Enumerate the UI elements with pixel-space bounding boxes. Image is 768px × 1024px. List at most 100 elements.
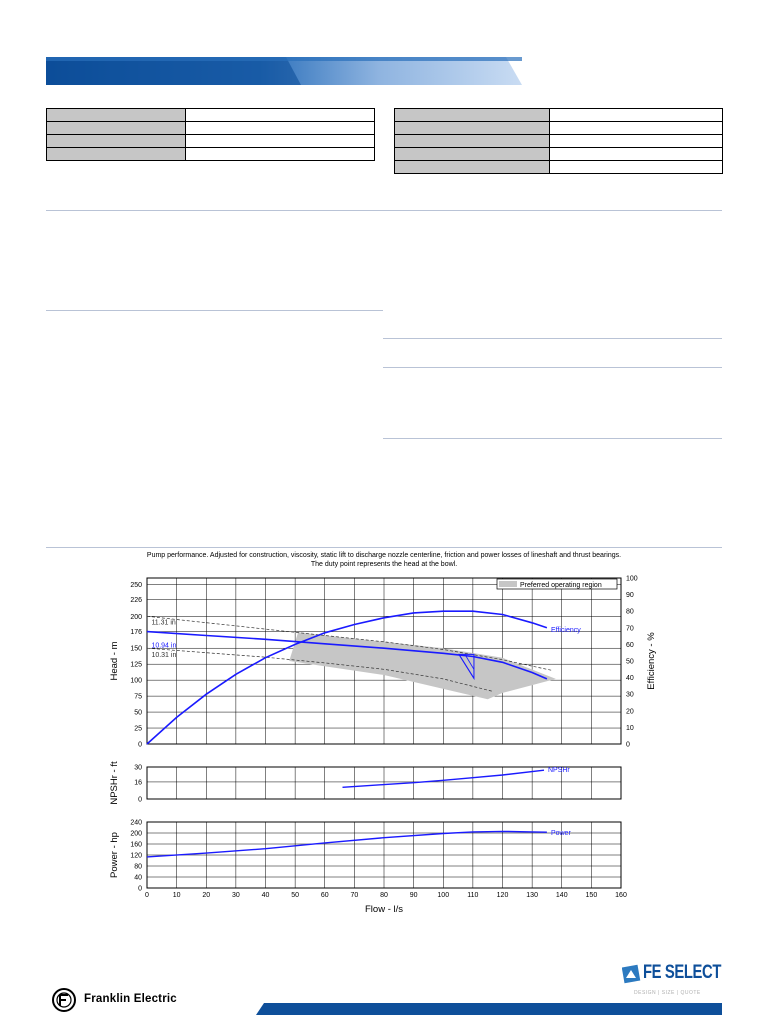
y-tick-label: 0 <box>138 886 142 893</box>
y-tick-label: 80 <box>134 864 142 871</box>
impeller-label: 11.31 in <box>151 619 175 626</box>
npshr-curve-label: NPSHr <box>548 767 570 774</box>
y-tick-label: 0 <box>138 742 142 749</box>
divider <box>46 310 383 311</box>
x-tick-label: 50 <box>291 892 299 899</box>
y2-tick-label: 0 <box>626 742 630 749</box>
table-row <box>394 121 723 135</box>
legend-label: Preferred operating region <box>520 582 602 589</box>
divider <box>383 338 722 339</box>
head-curve <box>146 630 548 680</box>
x-tick-label: 90 <box>410 892 418 899</box>
product-name: FE SELECT <box>643 962 722 983</box>
preferred-operating-region <box>289 632 556 700</box>
table-row <box>46 147 375 161</box>
x-tick-label: 30 <box>232 892 240 899</box>
y-tick-label: 0 <box>138 797 142 804</box>
y-tick-label: 200 <box>130 831 142 838</box>
table-row <box>394 160 723 174</box>
plot-frame <box>146 766 622 800</box>
power-curve-label: Power <box>551 830 572 837</box>
y-tick-label: 50 <box>134 710 142 717</box>
y2-tick-label: 30 <box>626 692 634 699</box>
right-spec-table <box>394 108 723 174</box>
x-tick-label: 120 <box>497 892 509 899</box>
efficiency-curve-label: Efficiency <box>551 627 581 634</box>
y2-tick-label: 40 <box>626 675 634 682</box>
x-tick-label: 100 <box>437 892 449 899</box>
table-row <box>46 134 375 148</box>
y-axis-label: NPSHr - ft <box>109 761 120 805</box>
table-row <box>394 147 723 161</box>
legend-swatch <box>499 581 517 587</box>
x-tick-label: 160 <box>615 892 627 899</box>
y-tick-label: 100 <box>130 678 142 685</box>
table-row <box>46 108 375 122</box>
x-tick-label: 110 <box>467 892 478 899</box>
y-tick-label: 150 <box>130 646 142 653</box>
table-row <box>394 108 723 122</box>
x-tick-label: 130 <box>526 892 538 899</box>
duty-point-marker <box>458 654 475 679</box>
chart-subtitle: The duty point represents the head at th… <box>310 561 458 568</box>
x-axis-label: Flow - l/s <box>365 904 403 915</box>
y-tick-label: 200 <box>130 614 142 621</box>
plot-frame <box>146 577 622 745</box>
footer-bar <box>256 1003 722 1015</box>
y-tick-label: 125 <box>130 662 142 669</box>
y-tick-label: 40 <box>134 875 142 882</box>
y-tick-label: 120 <box>130 853 142 860</box>
chart-title: Pump performance. Adjusted for construct… <box>146 552 622 559</box>
y-tick-label: 16 <box>134 779 142 786</box>
impeller-label: 10.31 in <box>151 652 176 659</box>
plot-frame <box>146 821 622 889</box>
npshr-curve <box>342 769 545 788</box>
x-tick-label: 150 <box>586 892 598 899</box>
y-axis-label: Head - m <box>109 641 120 680</box>
x-tick-label: 60 <box>321 892 329 899</box>
power-curve <box>146 830 547 858</box>
y-tick-label: 75 <box>134 694 142 701</box>
y2-tick-label: 50 <box>626 659 634 666</box>
y2-tick-label: 60 <box>626 642 634 649</box>
company-name: Franklin Electric <box>84 993 177 1005</box>
y-tick-label: 226 <box>130 597 142 604</box>
x-tick-label: 70 <box>350 892 358 899</box>
x-tick-label: 140 <box>556 892 568 899</box>
y-tick-label: 160 <box>130 842 142 849</box>
table-row <box>46 121 375 135</box>
divider <box>46 210 722 211</box>
y2-tick-label: 90 <box>626 592 634 599</box>
franklin-electric-logo-icon <box>52 988 76 1012</box>
y-tick-label: 25 <box>134 726 142 733</box>
y2-tick-label: 70 <box>626 625 634 632</box>
y2-tick-label: 20 <box>626 708 634 715</box>
legend-box <box>496 578 618 590</box>
x-tick-label: 40 <box>262 892 270 899</box>
x-tick-label: 80 <box>380 892 388 899</box>
efficiency-curve <box>146 610 548 745</box>
y-tick-label: 176 <box>130 629 142 636</box>
fe-select-logo-icon <box>622 964 641 984</box>
divider <box>46 547 722 548</box>
y2-tick-label: 80 <box>626 609 634 616</box>
impeller-label: 10.94 in <box>151 643 176 650</box>
y-axis-label: Power - hp <box>109 832 120 878</box>
left-spec-table <box>46 108 375 161</box>
product-tagline: DESIGN | SIZE | QUOTE <box>634 990 701 996</box>
x-tick-label: 20 <box>202 892 210 899</box>
table-row <box>394 134 723 148</box>
divider <box>383 367 722 368</box>
y-tick-label: 30 <box>134 765 142 772</box>
x-tick-label: 0 <box>145 892 149 899</box>
y2-axis-label: Efficiency - % <box>646 632 657 690</box>
duty-point-marker <box>464 654 475 670</box>
y2-tick-label: 100 <box>626 576 638 583</box>
header-banner <box>46 57 522 85</box>
y-tick-label: 250 <box>130 582 142 589</box>
y-tick-label: 240 <box>130 820 142 827</box>
divider <box>383 438 722 439</box>
y2-tick-label: 10 <box>626 725 634 732</box>
x-tick-label: 10 <box>173 892 181 899</box>
